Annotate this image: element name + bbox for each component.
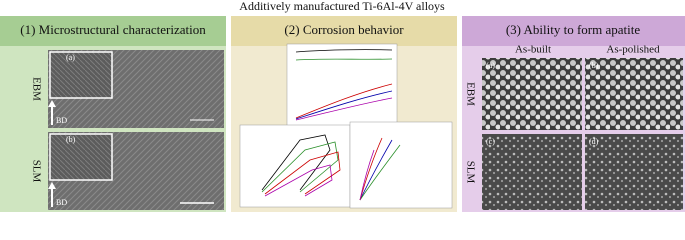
- plot: [286, 43, 398, 127]
- graphical-abstract: Additively manufactured Ti-6Al-4V alloys…: [0, 0, 685, 212]
- sem-image: [585, 58, 683, 130]
- arrow-head: [48, 100, 56, 107]
- image-label: (a): [66, 53, 75, 62]
- image-label: (b): [589, 61, 599, 70]
- image-label: (b): [66, 135, 76, 144]
- panel-heading: (1) Microstructural characterization: [20, 22, 206, 37]
- panel-header: [462, 16, 685, 46]
- image-label: (a): [486, 61, 495, 70]
- arrow-head: [48, 182, 56, 189]
- arrow-label: BD: [56, 116, 67, 125]
- title: Additively manufactured Ti-6Al-4V alloys: [239, 0, 445, 13]
- plot-lines: [261, 134, 341, 197]
- plot-lines: [359, 137, 401, 201]
- inset: [49, 133, 113, 181]
- image-label: (d): [589, 137, 599, 146]
- plot-lines: [295, 49, 393, 121]
- row-label: SLM: [464, 161, 476, 184]
- sem-image: [482, 134, 582, 210]
- plot: [239, 124, 351, 208]
- row-label: SLM: [30, 160, 42, 183]
- image-label: (c): [486, 137, 495, 146]
- row-label: EBM: [464, 82, 476, 106]
- sem-image: [585, 134, 683, 210]
- panel-header: [0, 16, 226, 46]
- sem-image: [482, 58, 582, 130]
- arrow-label: BD: [56, 198, 67, 207]
- row-label: EBM: [30, 77, 42, 101]
- inset: [49, 51, 113, 99]
- panel-heading: (2) Corrosion behavior: [284, 22, 404, 37]
- plot: [349, 121, 453, 209]
- column-label: As-polished: [606, 44, 660, 56]
- panel-heading: (3) Ability to form apatite: [506, 22, 641, 37]
- panel-header: [231, 16, 457, 46]
- column-label: As-built: [515, 44, 551, 56]
